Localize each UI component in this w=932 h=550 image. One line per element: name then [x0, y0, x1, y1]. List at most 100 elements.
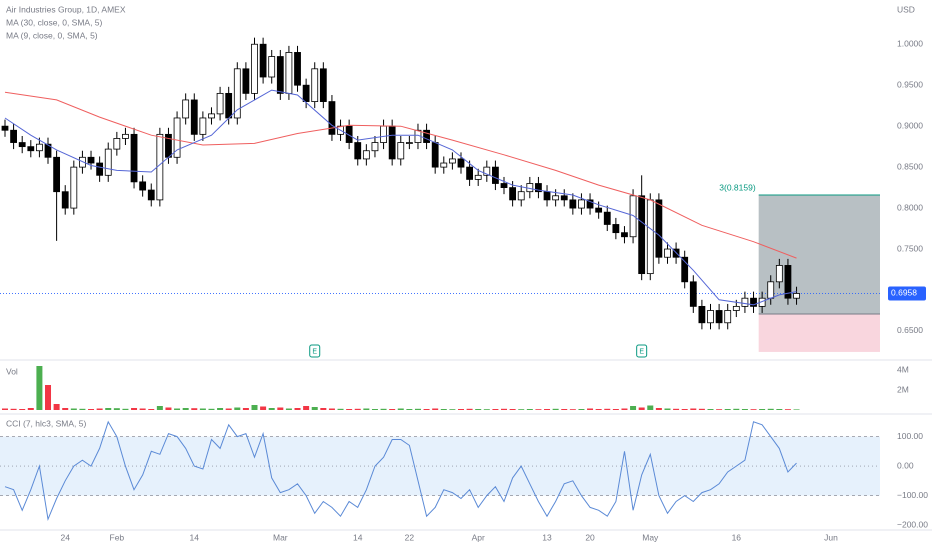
volume-bar [285, 408, 292, 410]
candle-body [311, 68, 319, 102]
last-price-label: 0.6958 [891, 288, 917, 298]
cci-tick-label: 100.00 [897, 431, 923, 441]
candle-body [10, 129, 17, 143]
volume-bar [655, 408, 662, 410]
candle-body [689, 281, 697, 307]
volume-bar [406, 409, 413, 410]
candle-body [36, 143, 43, 152]
volume-bar [225, 408, 232, 410]
y-tick-label: 0.9000 [897, 120, 923, 130]
candle-body [517, 191, 525, 201]
volume-bar [268, 408, 275, 410]
volume-bar [518, 409, 525, 410]
candle-body [302, 84, 310, 102]
candle-body [492, 166, 499, 184]
candle-body [268, 56, 276, 78]
x-tick-label: 16 [732, 532, 742, 542]
x-tick-label: Feb [110, 532, 125, 542]
volume-bar [767, 408, 774, 410]
candle-body [18, 142, 26, 148]
candle-body [405, 142, 413, 144]
volume-bar [432, 408, 439, 410]
y-tick-label: 0.8000 [897, 202, 923, 212]
candle-body [681, 256, 689, 283]
candle-body [44, 143, 52, 158]
position-label: 3(0.8159) [719, 182, 756, 192]
volume-bar [587, 408, 594, 410]
volume-bar [449, 409, 456, 410]
volume-bar [303, 406, 310, 410]
volume-bar [630, 406, 637, 410]
candle-body [147, 189, 155, 201]
candle-body [793, 293, 800, 299]
candle-body [500, 183, 508, 189]
candle-body [638, 195, 646, 275]
indicator-label: MA (30, close, 0, SMA, 5) [6, 17, 103, 27]
moving-average-line [4, 89, 797, 306]
volume-bar [27, 408, 34, 410]
volume-bar [673, 408, 680, 410]
volume-bar [234, 407, 241, 410]
volume-bar [595, 409, 602, 410]
volume-bar [1, 408, 8, 410]
volume-bar [741, 409, 748, 410]
cci-line [4, 420, 797, 522]
candle-body [707, 310, 714, 324]
volume-bar [647, 405, 654, 410]
volume-bar [604, 408, 611, 410]
volume-bar [354, 408, 361, 410]
candle-body [113, 138, 121, 150]
volume-bar [346, 409, 353, 410]
volume-bar [208, 408, 215, 410]
x-tick-label: 22 [405, 532, 415, 542]
volume-bar [733, 408, 740, 410]
volume-bar [10, 408, 17, 410]
candle-body [621, 232, 628, 238]
candle-body [328, 101, 336, 135]
y-tick-label: 0.9500 [897, 79, 923, 89]
earnings-label: E [312, 348, 317, 355]
y-tick-label: 0.6500 [897, 325, 923, 335]
candle-body [578, 199, 585, 209]
candle-body [371, 142, 379, 152]
volume-bar [277, 407, 284, 410]
volume-bar [716, 409, 723, 410]
volume-bar [199, 408, 206, 410]
volume-bar [380, 408, 387, 410]
volume-bar [526, 409, 533, 410]
candle-body [423, 129, 430, 143]
candle-body [130, 133, 138, 183]
volume-bar [260, 406, 267, 410]
x-tick-label: Mar [273, 532, 288, 542]
candle-body [251, 43, 258, 94]
volume-bar [148, 409, 155, 410]
candle-body [724, 310, 732, 324]
volume-bar [501, 408, 508, 410]
candle-body [233, 68, 241, 119]
candle-body [603, 211, 611, 225]
cci-tick-label: −200.00 [897, 519, 928, 529]
volume-bar [251, 405, 258, 410]
volume-bar [440, 409, 447, 410]
x-tick-label: 20 [585, 532, 595, 542]
candle-body [560, 195, 568, 201]
volume-bar [612, 409, 619, 410]
volume-bar [561, 409, 568, 410]
volume-bar [320, 408, 327, 410]
candle-body [27, 146, 35, 152]
candle-body [698, 305, 706, 324]
volume-bar [45, 385, 52, 410]
position-stop-zone [758, 314, 880, 352]
candle-body [87, 156, 95, 164]
candle-body [96, 162, 104, 176]
indicator-label: CCI (7, hlc3, SMA, 5) [6, 418, 86, 428]
candle-body [397, 142, 405, 160]
candle-body [784, 265, 792, 299]
volume-bar [483, 409, 490, 410]
earnings-marker [636, 344, 648, 358]
volume-bar [156, 406, 163, 410]
volume-bar [681, 409, 688, 410]
candle-body [294, 52, 301, 86]
candle-body [199, 117, 207, 135]
x-tick-label: 24 [60, 532, 70, 542]
